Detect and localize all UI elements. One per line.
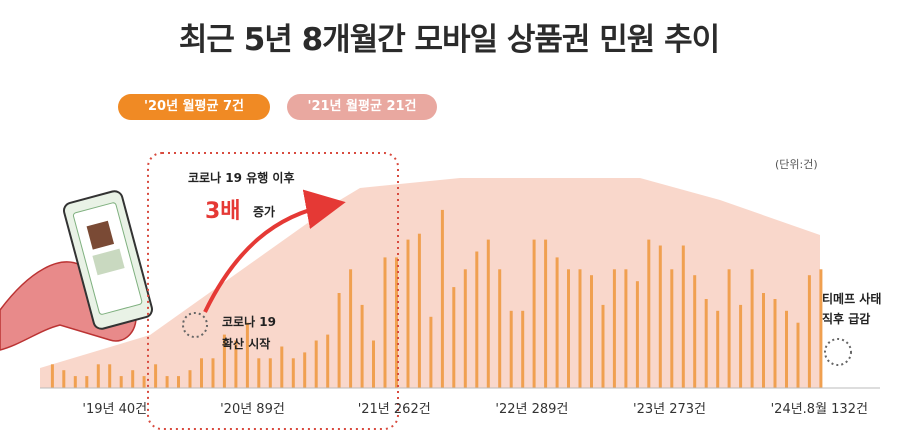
bar-month-36 [452,287,456,388]
covid-start-label-1: 코로나 19 [222,314,276,329]
bar-month-65 [785,310,788,388]
bar-month-18 [245,322,249,388]
bar-month-60 [727,269,731,388]
bar-month-59 [716,310,720,388]
bar-month-33 [417,233,421,388]
bar-month-52 [635,281,639,388]
bar-month-51 [624,269,628,388]
bar-month-5 [96,364,100,388]
bar-month-12 [177,376,180,388]
bar-month-58 [704,299,708,388]
bar-month-6 [108,364,112,388]
bar-month-4 [85,376,89,388]
bar-month-56 [681,245,685,388]
bar-month-2 [62,370,66,388]
bar-month-43 [532,239,536,388]
bar-month-8 [131,370,135,388]
bar-month-14 [200,358,203,388]
legend-2021-average: '21년 월평균 21건 [287,94,437,120]
bar-month-63 [762,293,765,388]
tmep-label-1: 티메프 사태 [822,291,881,306]
tmep-marker [824,338,852,366]
bar-month-21 [280,346,284,388]
bar-month-41 [509,310,513,388]
bar-month-1 [50,364,54,388]
bar-month-47 [578,269,582,388]
bar-month-27 [349,269,353,388]
bar-month-16 [222,334,226,388]
covid-start-label-2: 확산 시작 [222,336,270,351]
chart-title: 최근 5년 8개월간 모바일 상품권 민원 추이 [178,22,720,58]
bar-month-30 [383,257,387,388]
bar-month-7 [119,376,123,388]
bar-month-22 [291,358,295,388]
tmep-label-2: 직후 급감 [822,311,870,326]
bar-month-28 [360,304,364,388]
covid-start-marker [182,312,208,338]
bar-month-61 [739,304,743,388]
bar-month-46 [567,269,570,388]
bar-month-67 [807,275,811,388]
bar-month-3 [73,376,77,388]
bar-month-64 [773,299,777,388]
bar-month-53 [647,239,651,388]
legend-2020-average: '20년 월평균 7건 [118,94,270,120]
year-label-3: '21년 262건 [358,402,431,417]
bar-series [50,209,823,388]
bar-month-34 [429,316,433,388]
bar-month-48 [590,275,593,388]
bar-month-66 [796,322,800,388]
increase-small-label: 증가 [253,204,275,219]
bar-month-32 [406,239,410,388]
year-label-4: '22년 289건 [495,402,568,417]
year-label-1: '19년 40건 [82,402,147,417]
bar-month-57 [693,275,697,388]
bar-month-49 [601,304,605,388]
bar-month-9 [142,376,146,388]
bar-month-37 [463,269,467,388]
bar-month-38 [475,251,479,388]
phone-illustration [0,190,154,351]
bar-month-17 [234,340,238,388]
increase-big-label: 3배 [205,199,241,224]
bar-month-25 [326,334,330,388]
unit-label: (단위:건) [775,158,818,171]
year-label-2: '20년 89건 [220,402,285,417]
bar-month-50 [612,269,616,388]
bar-month-40 [498,269,502,388]
bar-month-54 [658,245,662,388]
bar-month-55 [670,269,674,388]
bar-month-42 [521,310,525,388]
bar-month-23 [303,352,307,388]
bar-month-35 [440,209,444,388]
bar-month-15 [211,358,215,388]
bar-month-13 [188,370,192,388]
covid-highlight-box [147,152,399,430]
bar-month-11 [165,376,169,388]
covid-trend-label: 코로나 19 유행 이후 [188,170,295,185]
bar-month-44 [544,239,548,388]
bar-month-45 [555,257,559,388]
bar-month-31 [395,257,398,388]
bar-month-39 [486,239,490,388]
year-label-5: '23년 273건 [633,402,706,417]
increase-arrow [203,189,346,313]
bar-month-29 [372,340,375,388]
year-label-6: '24년.8월 132건 [771,402,868,417]
bar-month-26 [337,293,341,388]
x-axis-labels: '19년 40건 '20년 89건 '21년 262건 '22년 289건 '23년 2… [82,402,868,417]
bar-month-68 [819,269,823,388]
bar-month-10 [154,364,158,388]
bar-month-62 [750,269,754,388]
bar-month-20 [268,358,272,388]
bar-month-24 [314,340,318,388]
bar-month-19 [257,358,261,388]
